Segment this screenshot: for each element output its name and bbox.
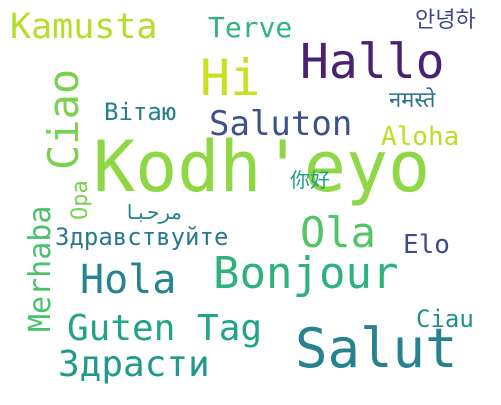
- word-guten-tag: Guten Tag: [67, 308, 263, 349]
- word-korean: 안녕하: [415, 8, 476, 33]
- word-ola: Ola: [300, 208, 376, 257]
- word-aloha: Aloha: [381, 122, 460, 152]
- word-saluton: Saluton: [209, 104, 353, 144]
- word-salut: Salut: [295, 317, 458, 380]
- word-zdravstvuyte: Здравствуйте: [55, 223, 229, 251]
- word-merhaba: Merhaba: [23, 205, 58, 332]
- word-opa: Opa: [68, 180, 93, 220]
- word-arabic: مرحبا: [123, 200, 184, 224]
- word-chinese: 你好: [290, 168, 330, 192]
- word-elo: Elo: [403, 230, 450, 260]
- word-hi: Hi: [200, 49, 261, 107]
- word-kodheyo: Kodh'eyo: [93, 126, 431, 208]
- word-hindi: नमस्ते: [389, 88, 436, 113]
- word-bonjour: Bonjour: [213, 248, 399, 299]
- word-hola: Hola: [80, 257, 177, 303]
- word-hallo: Hallo: [300, 34, 445, 90]
- word-zdrasti: Здрасти: [58, 344, 210, 385]
- word-ciau: Ciau: [416, 305, 474, 333]
- word-ciao: Ciao: [39, 68, 88, 170]
- word-vitayu: Вітаю: [104, 98, 177, 126]
- word-kamusta: Kamusta: [10, 7, 158, 47]
- word-terve: Terve: [208, 11, 293, 44]
